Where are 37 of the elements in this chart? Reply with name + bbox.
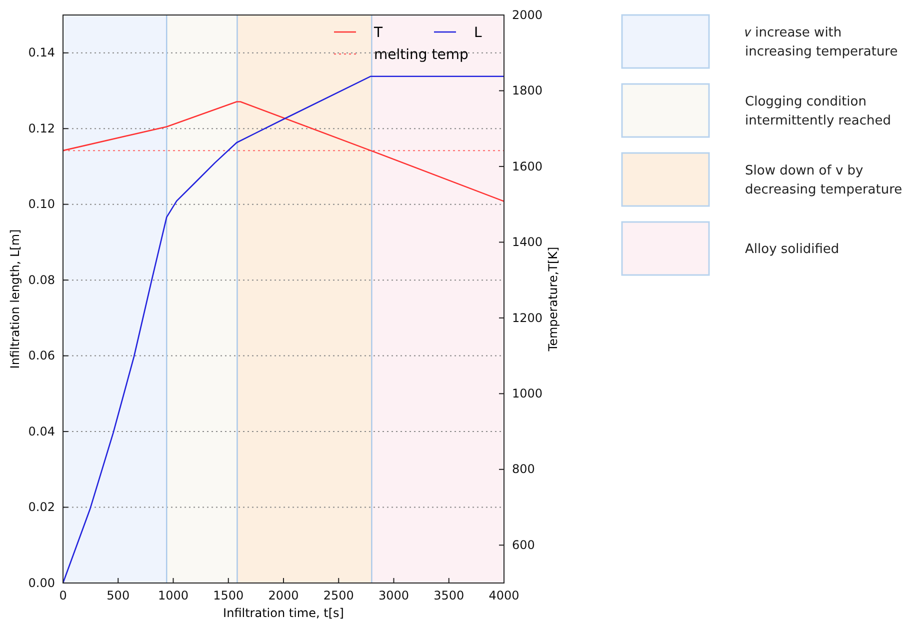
x-tick-label: 0	[59, 588, 67, 603]
y-tick-label: 0.12	[28, 121, 55, 136]
y2-tick-label: 1200	[512, 310, 543, 325]
y2-axis-title: Temperature,T[K]	[546, 246, 560, 352]
x-tick-label: 1500	[213, 588, 244, 603]
text: Alloy solidified	[745, 242, 840, 257]
text: 𝑣 increase with increasing temperature	[745, 26, 898, 60]
x-tick-label: 3500	[434, 588, 464, 603]
y2-tick-label: 800	[512, 462, 535, 476]
y-axis-title: Infiltration length, L[m]	[8, 229, 22, 369]
line-series	[62, 76, 505, 584]
legend-label: L	[474, 25, 482, 41]
x-tick-label: 4000	[488, 588, 520, 603]
legend-label: T	[373, 25, 383, 41]
x-tick-label: 2500	[323, 588, 354, 603]
line-series	[62, 101, 505, 202]
y-tick-label: 0.10	[28, 197, 55, 212]
y-tick-label: 0.08	[28, 272, 55, 287]
y-tick-label: 0.06	[28, 348, 55, 363]
y2-tick-label: 1000	[512, 386, 543, 401]
y2-tick-label: 1400	[512, 235, 543, 250]
x-tick-label: 2000	[268, 588, 299, 603]
y2-tick-label: 600	[512, 538, 535, 552]
legend-label: melting temp	[374, 47, 468, 63]
x-tick-label: 500	[106, 588, 130, 603]
y-tick-label: 0.14	[28, 46, 55, 60]
x-tick-label: 1000	[158, 588, 189, 603]
text: Clogging condition intermittently reached	[745, 94, 891, 128]
y2-tick-label: 1800	[512, 84, 543, 98]
y-tick-label: 0.00	[28, 576, 55, 590]
y-tick-label: 0.04	[28, 424, 55, 438]
y-tick-label: 0.02	[28, 500, 55, 514]
x-tick-label: 3000	[378, 588, 410, 603]
text: Slow down of v by decreasing temperature	[745, 164, 902, 198]
x-axis-title: Infiltration time, t[s]	[223, 606, 344, 620]
y2-tick-label: 2000	[512, 8, 543, 22]
y2-tick-label: 1600	[512, 159, 543, 174]
